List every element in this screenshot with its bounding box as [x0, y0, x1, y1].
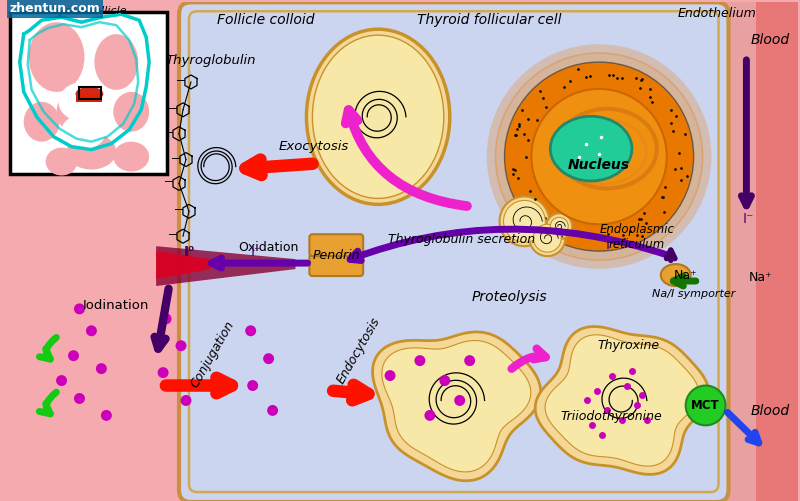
Text: Proteolysis: Proteolysis	[472, 290, 547, 304]
Circle shape	[414, 355, 426, 366]
Text: Iodination: Iodination	[83, 299, 150, 312]
Circle shape	[503, 200, 546, 242]
Circle shape	[550, 217, 568, 235]
Ellipse shape	[661, 264, 690, 286]
Ellipse shape	[61, 114, 106, 149]
Text: Follicle colloid: Follicle colloid	[217, 13, 314, 27]
Circle shape	[181, 395, 191, 406]
Circle shape	[534, 224, 562, 252]
Polygon shape	[545, 335, 699, 466]
Text: Conjugation: Conjugation	[189, 318, 237, 390]
Circle shape	[175, 340, 186, 351]
Polygon shape	[156, 251, 211, 279]
Text: Na/I symporter: Na/I symporter	[652, 289, 735, 299]
Text: Thyroid follicular cell: Thyroid follicular cell	[418, 13, 562, 27]
Text: Pendrin: Pendrin	[313, 249, 360, 262]
Polygon shape	[382, 341, 530, 472]
Ellipse shape	[94, 34, 138, 90]
Circle shape	[464, 355, 475, 366]
Circle shape	[531, 89, 666, 224]
Circle shape	[263, 353, 274, 364]
Circle shape	[530, 220, 566, 256]
Ellipse shape	[58, 82, 108, 122]
Circle shape	[68, 350, 79, 361]
Circle shape	[247, 380, 258, 391]
Text: Thyroglobulin: Thyroglobulin	[166, 54, 256, 67]
Polygon shape	[156, 246, 295, 286]
Text: Triiodothyronine: Triiodothyronine	[560, 410, 662, 423]
Polygon shape	[535, 327, 709, 474]
Ellipse shape	[313, 35, 444, 198]
Text: I⁻: I⁻	[606, 238, 617, 252]
Circle shape	[86, 325, 97, 336]
Text: Nucleus: Nucleus	[568, 157, 630, 171]
Ellipse shape	[114, 142, 149, 171]
Ellipse shape	[24, 102, 59, 142]
Text: Thyroxine: Thyroxine	[598, 339, 660, 352]
Bar	[77, 94, 102, 102]
Ellipse shape	[550, 116, 632, 181]
Polygon shape	[373, 332, 541, 481]
Text: Endoplasmic
reticulum: Endoplasmic reticulum	[599, 223, 674, 252]
Text: I⁻: I⁻	[742, 212, 754, 226]
Ellipse shape	[75, 87, 103, 101]
Circle shape	[439, 375, 450, 386]
Circle shape	[686, 386, 726, 425]
Text: Thyroid follicle: Thyroid follicle	[45, 6, 126, 16]
Text: I⁻: I⁻	[251, 245, 262, 259]
Ellipse shape	[29, 22, 85, 92]
Circle shape	[74, 393, 85, 404]
Circle shape	[96, 363, 107, 374]
Circle shape	[499, 196, 550, 246]
Ellipse shape	[306, 29, 450, 204]
Text: Endothelium: Endothelium	[677, 7, 756, 20]
FancyBboxPatch shape	[310, 254, 363, 276]
Circle shape	[246, 325, 256, 336]
Ellipse shape	[114, 92, 149, 132]
Text: Oxidation: Oxidation	[238, 241, 299, 254]
Circle shape	[74, 304, 85, 314]
Bar	[79, 87, 102, 99]
Circle shape	[56, 375, 67, 386]
Circle shape	[505, 62, 694, 251]
Bar	[10, 12, 167, 173]
Ellipse shape	[66, 134, 116, 169]
Text: MCT: MCT	[691, 399, 720, 412]
Circle shape	[267, 405, 278, 416]
Text: Blood: Blood	[750, 404, 790, 418]
Circle shape	[454, 395, 465, 406]
Text: I⁰: I⁰	[183, 245, 194, 259]
Text: Na⁺: Na⁺	[749, 271, 772, 284]
Bar	[717, 3, 756, 501]
Text: Endocytosis: Endocytosis	[335, 316, 383, 386]
Circle shape	[158, 367, 169, 378]
Text: Exocytosis: Exocytosis	[278, 140, 349, 153]
Text: zhentun.com: zhentun.com	[10, 2, 101, 15]
Ellipse shape	[57, 90, 97, 134]
Text: Na⁺: Na⁺	[674, 269, 698, 282]
Circle shape	[385, 370, 395, 381]
Circle shape	[101, 410, 112, 421]
Ellipse shape	[46, 148, 78, 175]
Text: Blood: Blood	[750, 33, 790, 47]
Circle shape	[424, 410, 435, 421]
Text: Thyroglobulin secretion: Thyroglobulin secretion	[388, 233, 535, 246]
FancyBboxPatch shape	[310, 234, 363, 256]
Circle shape	[161, 313, 171, 324]
Bar	[754, 3, 798, 501]
FancyBboxPatch shape	[179, 3, 729, 501]
Circle shape	[546, 213, 572, 239]
